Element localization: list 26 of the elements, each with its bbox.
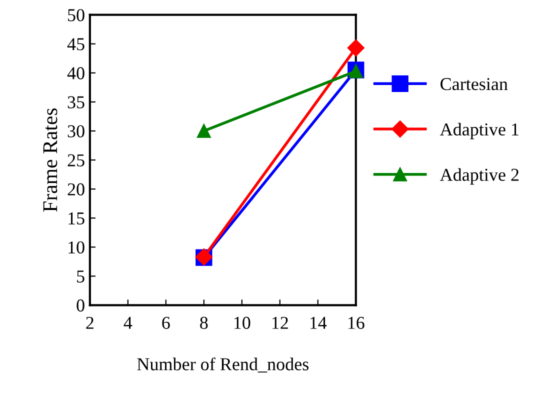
y-tick-label: 5 bbox=[77, 270, 84, 283]
x-tick-label: 4 bbox=[124, 316, 132, 329]
y-tick-label: 35 bbox=[68, 96, 84, 108]
x-tick-label: 16 bbox=[348, 316, 364, 329]
y-axis-title: Frame Rates bbox=[43, 108, 58, 212]
legend-label: Cartesian bbox=[440, 78, 508, 90]
y-tick-label: 40 bbox=[67, 67, 84, 80]
y-tick-label: 10 bbox=[68, 241, 84, 254]
x-tick-label: 10 bbox=[234, 316, 250, 329]
x-tick-label: 14 bbox=[310, 316, 327, 329]
y-tick-label: 15 bbox=[68, 212, 84, 225]
y-tick-label: 30 bbox=[68, 125, 84, 138]
x-tick-label: 2 bbox=[86, 316, 94, 329]
y-tick-label: 0 bbox=[76, 299, 84, 312]
x-tick-label: 6 bbox=[162, 316, 170, 329]
x-tick-label: 8 bbox=[200, 316, 208, 329]
y-tick-label: 25 bbox=[68, 154, 84, 166]
point bbox=[196, 124, 211, 138]
y-tick-label: 20 bbox=[68, 183, 84, 196]
legend-label: Adaptive 2 bbox=[440, 168, 519, 185]
point bbox=[347, 39, 364, 56]
x-tick-label: 12 bbox=[272, 316, 288, 329]
x-axis-title: Number of Rend_nodes bbox=[137, 357, 308, 373]
y-tick-label: 45 bbox=[67, 38, 84, 50]
legend-label: Adaptive 1 bbox=[440, 122, 518, 140]
y-tick-label: 50 bbox=[68, 9, 84, 22]
